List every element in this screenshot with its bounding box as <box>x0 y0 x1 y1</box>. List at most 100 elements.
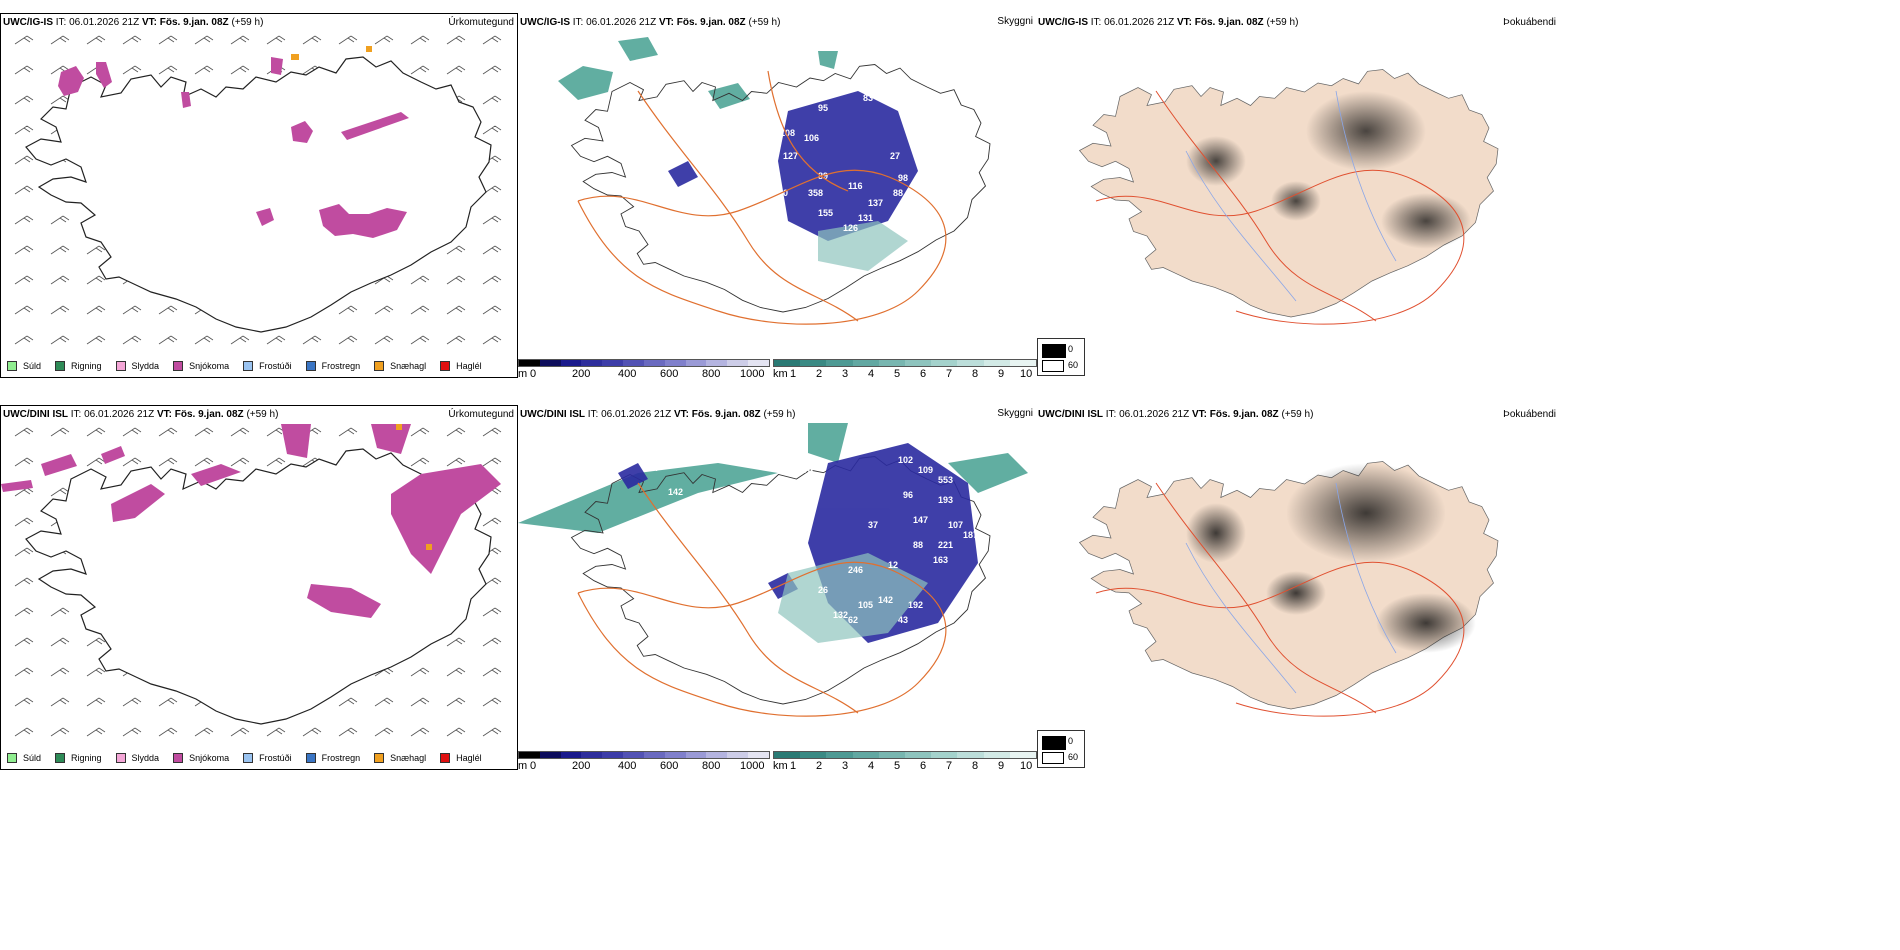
visibility-value-label: 9 <box>928 133 933 143</box>
wind-barb <box>194 457 214 467</box>
visibility-tick: 7 <box>946 760 953 772</box>
wind-barb <box>14 607 34 617</box>
wind-barb <box>86 457 106 467</box>
wind-barb <box>338 727 358 737</box>
wind-barb <box>482 65 502 75</box>
wind-barb <box>338 35 358 45</box>
wind-barb <box>446 35 466 45</box>
visibility-unit: km <box>773 368 788 380</box>
wind-barb <box>14 637 34 647</box>
wind-barb <box>482 727 502 737</box>
wind-barb <box>410 727 430 737</box>
visibility-value-label: 88 <box>838 78 848 88</box>
visibility-value-label: 187 <box>963 530 978 540</box>
legend-item: Rigning <box>55 361 102 371</box>
visibility-value-label: 132 <box>833 610 848 620</box>
wind-barb <box>446 427 466 437</box>
wind-barb <box>482 305 502 315</box>
cloud-base-unit: m <box>518 368 528 380</box>
wind-barb <box>86 697 106 707</box>
visibility-tick: 5 <box>894 760 901 772</box>
legend-item: Frostregn <box>305 361 360 371</box>
precip-type-panel-row1: UWC/IG-IS IT: 06.01.2026 21Z VT: Fös. 9.… <box>0 13 518 378</box>
wind-barb <box>158 305 178 315</box>
wind-barb <box>410 65 430 75</box>
wind-barb <box>482 457 502 467</box>
visibility-value-label: 183 <box>916 219 931 229</box>
visibility-tick: 6 <box>920 368 927 380</box>
wind-barb <box>374 727 394 737</box>
wind-barb <box>446 667 466 677</box>
visibility-tick: 3 <box>842 368 849 380</box>
wind-barb <box>482 697 502 707</box>
panel-header: UWC/DINI ISL IT: 06.01.2026 21Z VT: Fös.… <box>3 409 279 420</box>
wind-barb <box>50 637 70 647</box>
wind-barb <box>50 727 70 737</box>
wind-barb <box>14 727 34 737</box>
wind-barb <box>482 637 502 647</box>
visibility-value-label: 553 <box>938 475 953 485</box>
wind-barb <box>122 727 142 737</box>
visibility-value-label: 95 <box>818 103 828 113</box>
legend-item: Snjókoma <box>173 361 229 371</box>
legend-item: Snæhagl <box>374 753 426 763</box>
wind-barb <box>50 607 70 617</box>
legend-item: Frostúði <box>243 361 292 371</box>
visibility-value-label: 26 <box>818 585 828 595</box>
wind-barb <box>338 697 358 707</box>
wind-barb <box>14 517 34 527</box>
wind-barb <box>122 457 142 467</box>
panel-header: UWC/DINI ISL IT: 06.01.2026 21Z VT: Fös.… <box>1038 409 1314 420</box>
wind-barb <box>14 667 34 677</box>
panel-header: UWC/IG-IS IT: 06.01.2026 21Z VT: Fös. 9.… <box>1038 17 1299 28</box>
wind-barb <box>14 125 34 135</box>
wind-barb <box>482 275 502 285</box>
wind-barb <box>230 427 250 437</box>
wind-barb <box>482 667 502 677</box>
wind-barb <box>374 697 394 707</box>
legend-item: Haglél <box>440 753 482 763</box>
visibility-unit: km <box>773 760 788 772</box>
visibility-value-label: 88 <box>893 188 903 198</box>
wind-barb <box>14 155 34 165</box>
cloud-base-tick: 400 <box>618 368 637 380</box>
wind-barb <box>122 65 142 75</box>
visibility-value-label: 141 <box>628 455 643 465</box>
wind-barb <box>86 35 106 45</box>
visibility-value-label: 163 <box>933 555 948 565</box>
wind-barb <box>50 427 70 437</box>
visibility-value-label: 193 <box>938 495 953 505</box>
wind-barb <box>446 65 466 75</box>
visibility-tick: 2 <box>816 368 823 380</box>
wind-barb <box>50 215 70 225</box>
wind-barb <box>122 427 142 437</box>
wind-barb <box>14 305 34 315</box>
visibility-tick: 2 <box>816 760 823 772</box>
fog-map <box>1079 461 1499 717</box>
visibility-value-label: 142 <box>878 595 893 605</box>
wind-barb <box>158 335 178 345</box>
fog-panel-row2: UWC/DINI ISL IT: 06.01.2026 21Z VT: Fös.… <box>1036 405 1556 770</box>
visibility-value-label: 102 <box>898 455 913 465</box>
wind-barb <box>14 697 34 707</box>
fog-panel-row1: UWC/IG-IS IT: 06.01.2026 21Z VT: Fös. 9.… <box>1036 13 1556 378</box>
wind-barb <box>482 95 502 105</box>
wind-barb <box>50 335 70 345</box>
wind-barb <box>14 65 34 75</box>
wind-barb <box>86 335 106 345</box>
visibility-value-label: 137 <box>868 198 883 208</box>
cloud-base-tick: 600 <box>660 760 679 772</box>
legend-item: Snjókoma <box>173 753 229 763</box>
wind-barb <box>302 335 322 345</box>
wind-barb <box>338 335 358 345</box>
visibility-labels: 141 14 142 145 89 74 102 109 96 553 193 147 107 221 16… <box>628 455 978 625</box>
legend-item: Haglél <box>440 361 482 371</box>
visibility-value-label: 126 <box>843 223 858 233</box>
wind-barb <box>14 275 34 285</box>
visibility-tick: 9 <box>998 760 1005 772</box>
visibility-value-label: 37 <box>868 520 878 530</box>
wind-barb <box>194 427 214 437</box>
panel-title: Þokuábendi <box>1503 409 1556 420</box>
